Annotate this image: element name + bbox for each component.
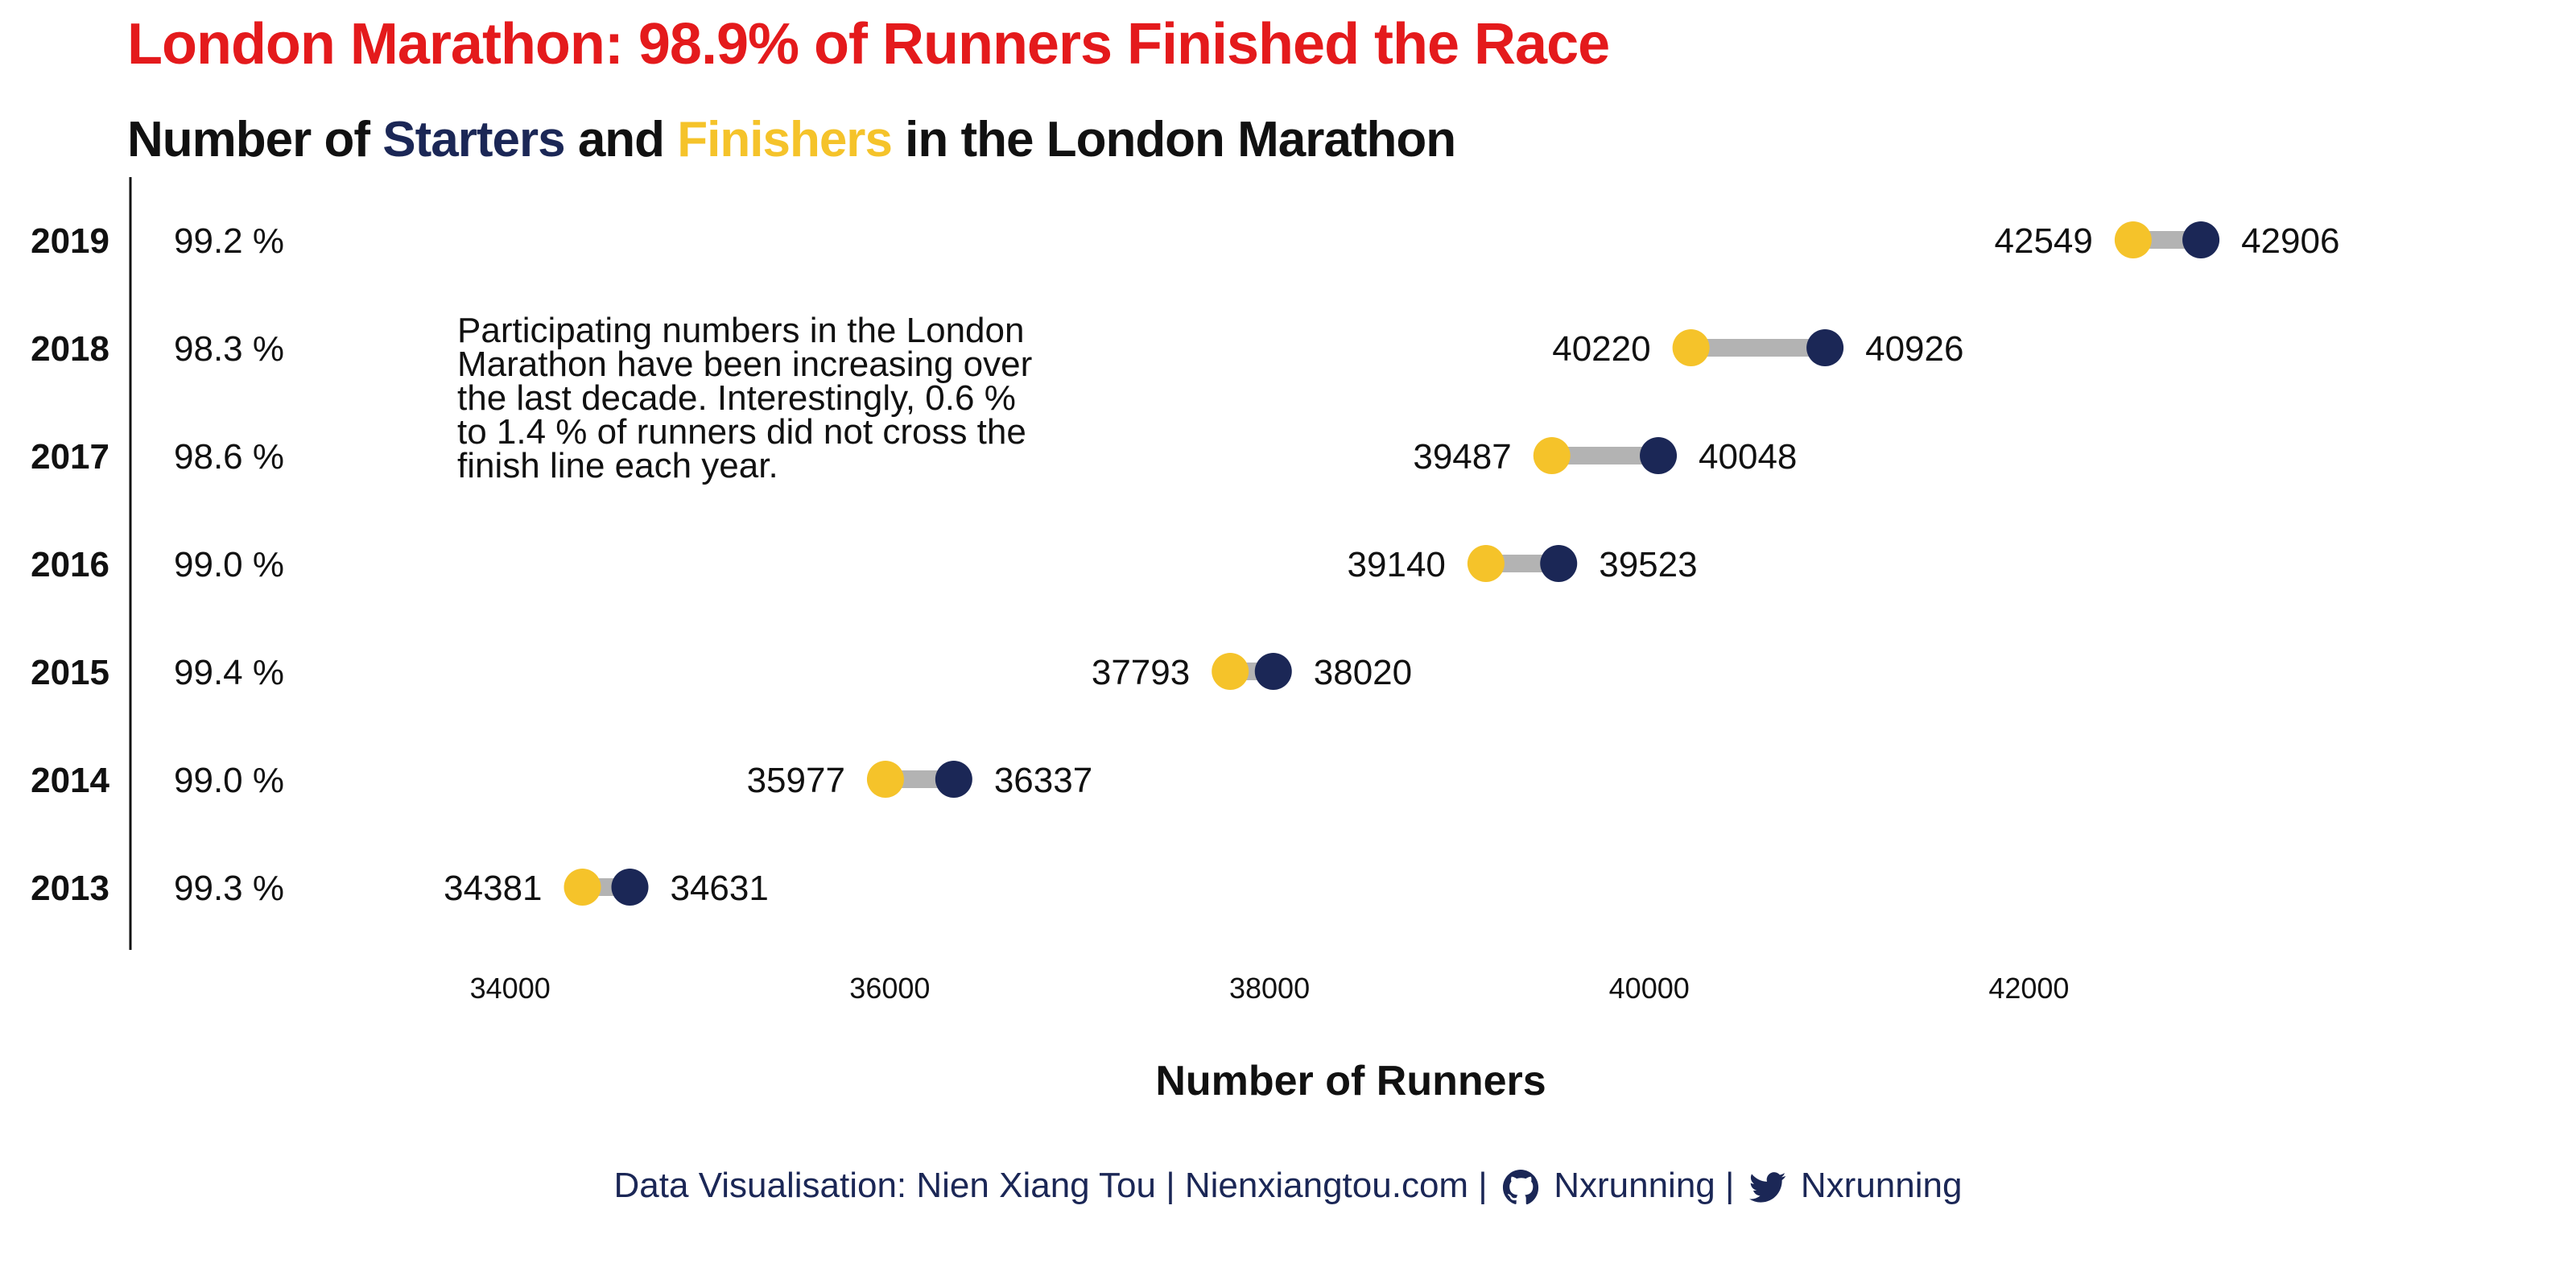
annotation-line-4: to 1.4 % of runners did not cross the: [457, 412, 1026, 452]
caption-twitter-handle: Nxrunning: [1800, 1166, 1963, 1205]
chart-title: London Marathon: 98.9% of Runners Finish…: [127, 12, 1610, 76]
year-label: 2019: [31, 221, 109, 261]
dumbbell-row-2014: 2014 99.0 % 35977 36337: [31, 761, 1092, 800]
year-label: 2014: [31, 761, 109, 800]
starters-value-label: 42906: [2241, 221, 2339, 261]
dumbbell-row-2013: 2013 99.3 % 34381 34631: [31, 869, 769, 908]
dumbbell-row-2016: 2016 99.0 % 39140 39523: [31, 545, 1698, 584]
finishers-value-label: 39487: [1413, 437, 1511, 477]
finishers-point: [1533, 437, 1571, 474]
annotation-line-2: Marathon have been increasing over: [457, 345, 1033, 384]
starters-value-label: 39523: [1599, 545, 1697, 584]
x-tick-label: 34000: [470, 972, 551, 1005]
finish-percent-label: 99.0 %: [174, 545, 284, 584]
dumbbell-chart: 2019 99.2 % 42549 42906 2018 98.3 % 40220 40926…: [31, 177, 2339, 1104]
starters-point: [1640, 437, 1678, 474]
finishers-value-label: 34381: [444, 869, 542, 908]
annotation-note: Participating numbers in the London Mara…: [457, 311, 1085, 485]
finishers-value-label: 42549: [1995, 221, 2093, 261]
starters-value-label: 38020: [1314, 653, 1412, 692]
year-label: 2015: [31, 653, 109, 692]
github-icon: [1502, 1170, 1539, 1205]
annotation-line-1: Participating numbers in the London: [457, 311, 1025, 350]
starters-point: [935, 761, 972, 798]
dumbbell-row-2019: 2019 99.2 % 42549 42906: [31, 221, 2339, 261]
finishers-point: [564, 869, 601, 906]
starters-point: [1254, 653, 1292, 690]
x-tick-label: 36000: [849, 972, 930, 1005]
caption: Data Visualisation: Nien Xiang Tou | Nie…: [0, 1166, 2576, 1206]
dumbbell-row-2018: 2018 98.3 % 40220 40926: [31, 329, 1963, 369]
annotation-line-3: the last decade. Interestingly, 0.6 %: [457, 378, 1016, 418]
finishers-value-label: 37793: [1092, 653, 1190, 692]
starters-value-label: 40048: [1699, 437, 1797, 477]
year-label: 2013: [31, 869, 109, 908]
subtitle-prefix: Number of: [127, 112, 383, 167]
subtitle-suffix: in the London Marathon: [891, 112, 1456, 167]
year-label: 2018: [31, 329, 109, 369]
x-tick-label: 42000: [1988, 972, 2069, 1005]
year-label: 2016: [31, 545, 109, 584]
starters-point: [1540, 545, 1578, 582]
finishers-point: [866, 761, 904, 798]
dumbbell-row-2017: 2017 98.6 % 39487 40048: [31, 437, 1797, 477]
starters-point: [1806, 329, 1844, 366]
starters-value-label: 34631: [670, 869, 768, 908]
annotation-line-5: finish line each year.: [457, 446, 778, 485]
year-label: 2017: [31, 437, 109, 477]
finish-percent-label: 99.0 %: [174, 761, 284, 800]
finishers-value-label: 35977: [747, 761, 845, 800]
caption-github-handle: Nxrunning |: [1554, 1166, 1735, 1205]
dumbbell-row-2015: 2015 99.4 % 37793 38020: [31, 653, 1412, 692]
starters-point: [2182, 221, 2220, 258]
subtitle-finishers-label: Finishers: [677, 112, 893, 167]
finish-percent-label: 98.3 %: [174, 329, 284, 369]
chart-subtitle: Number of Starters and Finishers in the …: [127, 111, 1456, 168]
twitter-icon: [1748, 1172, 1785, 1203]
finishers-value-label: 40220: [1552, 329, 1650, 369]
x-tick-label: 40000: [1609, 972, 1690, 1005]
starters-point: [611, 869, 649, 906]
x-axis-label: Number of Runners: [1155, 1058, 1546, 1104]
finish-percent-label: 98.6 %: [174, 437, 284, 477]
finish-percent-label: 99.2 %: [174, 221, 284, 261]
starters-value-label: 40926: [1865, 329, 1963, 369]
chart-rows: 2019 99.2 % 42549 42906 2018 98.3 % 40220 40926…: [31, 221, 2339, 908]
finishers-point: [2114, 221, 2152, 258]
starters-value-label: 36337: [994, 761, 1092, 800]
x-tick-label: 38000: [1229, 972, 1310, 1005]
caption-credit: Data Visualisation: Nien Xiang Tou | Nie…: [613, 1166, 1488, 1205]
finishers-value-label: 39140: [1348, 545, 1446, 584]
subtitle-middle: and: [564, 112, 678, 167]
finishers-point: [1467, 545, 1505, 582]
finishers-point: [1212, 653, 1249, 690]
subtitle-starters-label: Starters: [382, 112, 565, 167]
finishers-point: [1672, 329, 1710, 366]
finish-percent-label: 99.3 %: [174, 869, 284, 908]
x-axis-ticks: 34000 36000 38000 40000 42000: [470, 972, 2070, 1005]
finish-percent-label: 99.4 %: [174, 653, 284, 692]
